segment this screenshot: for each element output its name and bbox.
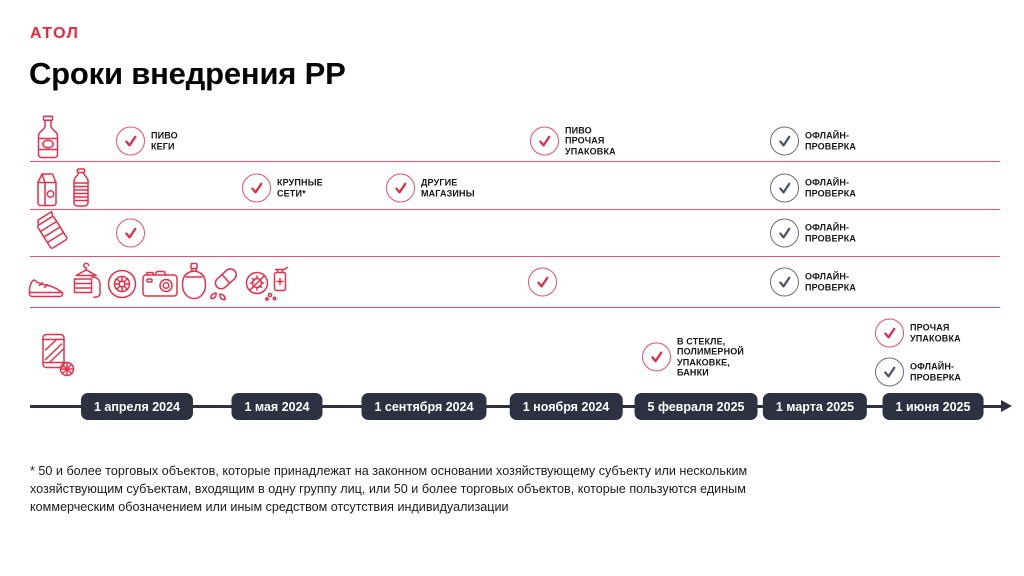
timeline-date-pill: 1 марта 2025 [762,393,868,420]
timeline-date-pill: 5 февраля 2025 [634,393,758,420]
timeline-date-pill: 1 мая 2024 [231,393,323,420]
check-icon [770,267,799,297]
timeline-date-pill: 1 июня 2025 [882,393,984,420]
timeline-date-pill: 1 сентября 2024 [361,393,487,420]
page-title: Сроки внедрения РР [29,56,346,91]
timeline-date-pill: 1 апреля 2024 [80,393,194,420]
row-separator [30,161,1000,162]
milestone-label: ДРУГИЕ МАГАЗИНЫ [421,177,475,198]
milestone-tobacco-1: ОФЛАЙН- ПРОВЕРКА [770,218,857,248]
check-icon [530,126,559,156]
milestone-label: В СТЕКЛЕ, ПОЛИМЕРНОЙ УПАКОВКЕ, БАНКИ [677,336,745,378]
milestone-dairy-and-water-1: ДРУГИЕ МАГАЗИНЫ [386,173,475,203]
antiseptic-icon [243,262,289,302]
milestone-label: ОФЛАЙН- ПРОВЕРКА [805,130,857,151]
milestone-dairy-and-water-2: ОФЛАЙН- ПРОВЕРКА [770,173,857,203]
milestone-light-industry-goods-1: ОФЛАЙН- ПРОВЕРКА [770,267,857,297]
check-icon [528,267,557,297]
row-separator [30,209,1000,210]
milestone-tobacco-0 [116,218,145,248]
drink-can-icon [36,330,78,378]
check-icon [116,126,145,156]
beer-bottle-icon [33,115,63,159]
timeline-arrow-icon [1001,400,1012,412]
milestone-dairy-and-water-0: КРУПНЫЕ СЕТИ* [242,173,323,203]
clothes-icon [68,261,104,301]
milestone-soft-drinks-0: В СТЕКЛЕ, ПОЛИМЕРНОЙ УПАКОВКЕ, БАНКИ [642,336,744,377]
check-icon [770,173,799,203]
milestone-beer-2: ОФЛАЙН- ПРОВЕРКА [770,126,857,156]
milestone-label: ПИВО КЕГИ [151,130,178,151]
milestone-label: ПРОЧАЯ УПАКОВКА [910,322,961,343]
row-separator [30,307,1000,308]
water-bottle-icon [69,168,93,208]
milestone-label: ОФЛАЙН- ПРОВЕРКА [805,222,857,243]
milestone-soft-drinks-1: ПРОЧАЯ УПАКОВКА [875,318,961,348]
row-separator [30,256,1000,257]
check-icon [770,218,799,248]
check-icon [770,126,799,156]
milestone-label: ОФЛАЙН- ПРОВЕРКА [910,361,962,382]
milestone-label: ПИВО ПРОЧАЯ УПАКОВКА [565,125,616,157]
sneaker-icon [26,272,66,298]
check-icon [875,357,904,387]
footnote: * 50 и более торговых объектов, которые … [30,464,748,514]
check-icon [116,218,145,248]
check-icon [875,318,904,348]
milestone-soft-drinks-2: ОФЛАЙН- ПРОВЕРКА [875,357,962,387]
camera-icon [141,268,179,298]
capsule-icon [208,265,242,303]
timeline-date-pill: 1 ноября 2024 [509,393,623,420]
milestone-beer-1: ПИВО ПРОЧАЯ УПАКОВКА [530,125,616,156]
milk-carton-icon [31,170,63,208]
tire-icon [104,263,140,303]
milestone-label: ОФЛАЙН- ПРОВЕРКА [805,271,857,292]
milestone-label: ОФЛАЙН- ПРОВЕРКА [805,177,857,198]
perfume-icon [180,262,208,302]
check-icon [642,342,671,372]
check-icon [242,173,271,203]
milestone-light-industry-goods-0 [528,267,557,297]
check-icon [386,173,415,203]
atol-logo: АТОЛ [30,25,80,42]
milestone-beer-0: ПИВО КЕГИ [116,126,178,156]
cigarette-pack-icon [30,210,74,253]
milestone-label: КРУПНЫЕ СЕТИ* [277,177,323,198]
